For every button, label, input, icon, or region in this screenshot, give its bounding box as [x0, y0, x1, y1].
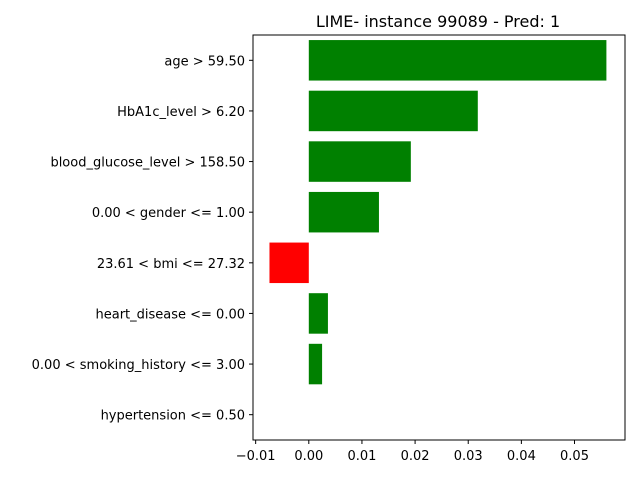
x-tick-label: 0.04	[507, 449, 536, 464]
bar-4	[269, 242, 309, 284]
y-tick-label: 23.61 < bmi <= 27.32	[97, 257, 245, 272]
bar-0	[308, 40, 607, 81]
bar-1	[308, 90, 478, 132]
x-tick-label: 0.00	[294, 449, 323, 464]
bar-2	[308, 141, 411, 182]
y-tick-label: hypertension <= 0.50	[101, 409, 245, 424]
bar-5	[308, 293, 328, 334]
bar-3	[308, 191, 379, 233]
y-tick-label: age > 59.50	[164, 54, 245, 69]
x-tick-label: 0.01	[347, 449, 376, 464]
x-tick-label: 0.02	[401, 449, 430, 464]
y-tick-label: heart_disease <= 0.00	[95, 307, 245, 322]
plot-frame	[252, 34, 626, 441]
bar-6	[308, 343, 323, 385]
x-tick-label: 0.03	[454, 449, 483, 464]
chart-title: LIME- instance 99089 - Pred: 1	[316, 12, 560, 31]
x-tick-label: −0.01	[236, 449, 276, 464]
y-tick-label: 0.00 < smoking_history <= 3.00	[32, 358, 245, 373]
y-tick-label: blood_glucose_level > 158.50	[50, 156, 245, 171]
y-tick-label: HbA1c_level > 6.20	[117, 105, 245, 120]
y-tick-label: 0.00 < gender <= 1.00	[92, 206, 245, 221]
y-tick-labels: age > 59.50 HbA1c_level > 6.20 blood_gluco…	[32, 54, 253, 424]
x-axis: −0.01 0.00 0.01 0.02 0.03 0.04 0.05	[236, 440, 589, 464]
x-tick-label: 0.05	[560, 449, 589, 464]
bars-group	[269, 40, 607, 385]
